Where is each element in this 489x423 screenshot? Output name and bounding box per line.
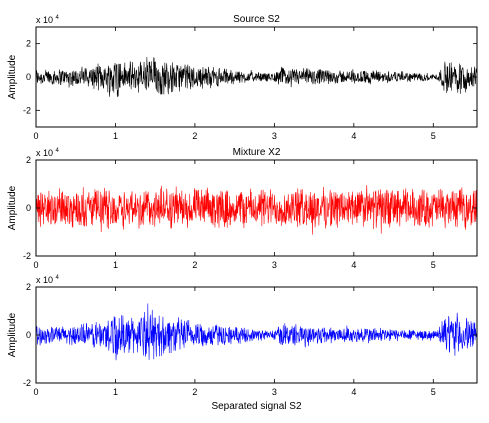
- panel-source-s2: 0 1 2 3 4 5 -2 0 2 x 10 4 Source S2 Amplitude: [7, 14, 478, 141]
- x-tick-label: 1: [113, 131, 118, 141]
- signal-trace: [36, 303, 477, 361]
- y-tick-label: -2: [23, 105, 31, 115]
- y-tick-label: -2: [23, 251, 31, 261]
- y-tick-label: 0: [26, 72, 31, 82]
- chart-title: Mixture X2: [233, 147, 281, 158]
- x-tick-label: 0: [33, 131, 38, 141]
- x-tick-label: 0: [33, 387, 38, 397]
- y-axis-label: Amplitude: [7, 185, 18, 230]
- x-tick-label: 5: [431, 260, 436, 270]
- x-tick-label: 5: [431, 131, 436, 141]
- y-exponent-label: x 10 4: [36, 148, 60, 158]
- x-tick-label: 2: [192, 260, 197, 270]
- x-tick-label: 4: [351, 131, 356, 141]
- signal-trace: [36, 185, 477, 235]
- x-tick-label: 5: [431, 387, 436, 397]
- x-tick-label: 2: [192, 387, 197, 397]
- y-tick-label: 0: [26, 203, 31, 213]
- x-tick-label: 1: [113, 260, 118, 270]
- y-tick-label: 2: [26, 39, 31, 49]
- signal-trace: [36, 56, 477, 97]
- x-tick-label: 2: [192, 131, 197, 141]
- x-tick-label: 3: [272, 260, 277, 270]
- x-axis-label: Separated signal S2: [211, 401, 302, 412]
- y-exponent-label: x 10 4: [36, 275, 60, 285]
- y-tick-label: -2: [23, 378, 31, 388]
- y-tick-label: 2: [26, 155, 31, 165]
- x-tick-label: 4: [351, 387, 356, 397]
- x-tick-label: 0: [33, 260, 38, 270]
- y-axis-label: Amplitude: [7, 312, 18, 357]
- x-tick-label: 1: [113, 387, 118, 397]
- y-tick-label: 2: [26, 282, 31, 292]
- y-axis-label: Amplitude: [7, 54, 18, 99]
- y-tick-label: 0: [26, 330, 31, 340]
- x-tick-label: 3: [272, 131, 277, 141]
- y-exponent-label: x 10 4: [36, 15, 60, 25]
- x-tick-label: 4: [351, 260, 356, 270]
- chart-title: Source S2: [233, 14, 280, 25]
- x-tick-label: 3: [272, 387, 277, 397]
